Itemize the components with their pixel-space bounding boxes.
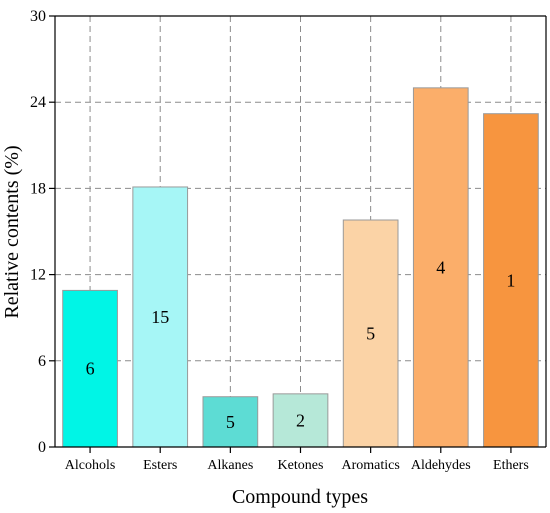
x-tick-label: Aromatics: [341, 458, 399, 473]
bar-label: 5: [366, 324, 375, 344]
x-tick-label: Aldehydes: [411, 458, 471, 473]
y-axis-title: Relative contents (%): [1, 145, 23, 318]
bar: [62, 289, 118, 448]
bar: [483, 113, 539, 448]
bar-label: 2: [296, 410, 305, 430]
x-tick-label: Ethers: [493, 458, 529, 473]
x-tick-label: Esters: [143, 458, 177, 473]
bar-label: 15: [151, 307, 169, 327]
y-tick-label: 0: [38, 439, 46, 456]
x-tick-label: Alcohols: [65, 458, 116, 473]
bar-label: 5: [226, 412, 235, 432]
x-tick-labels: Alcohols Esters Alkanes Ketones Aromatics Ald…: [65, 447, 529, 473]
bar: [132, 186, 189, 448]
x-tick-label: Ketones: [278, 458, 324, 473]
grid-lines: [55, 16, 546, 447]
x-tick-label: Alkanes: [207, 458, 253, 473]
y-tick-label: 12: [30, 267, 46, 284]
y-tick-label: 6: [38, 353, 46, 370]
bar-label: 4: [436, 257, 445, 277]
bar-label: 6: [86, 359, 95, 379]
bars: [62, 87, 539, 448]
y-ticks: 0 6 12 18 24 30: [30, 8, 55, 456]
bar-label: 1: [506, 270, 515, 290]
bar-value-labels: 6 15 5 2 5 4 1: [86, 257, 516, 431]
y-tick-label: 18: [30, 180, 46, 197]
x-axis-title: Compound types: [232, 486, 368, 508]
y-tick-label: 30: [30, 8, 46, 25]
y-tick-label: 24: [30, 94, 46, 111]
bar: [412, 87, 469, 448]
